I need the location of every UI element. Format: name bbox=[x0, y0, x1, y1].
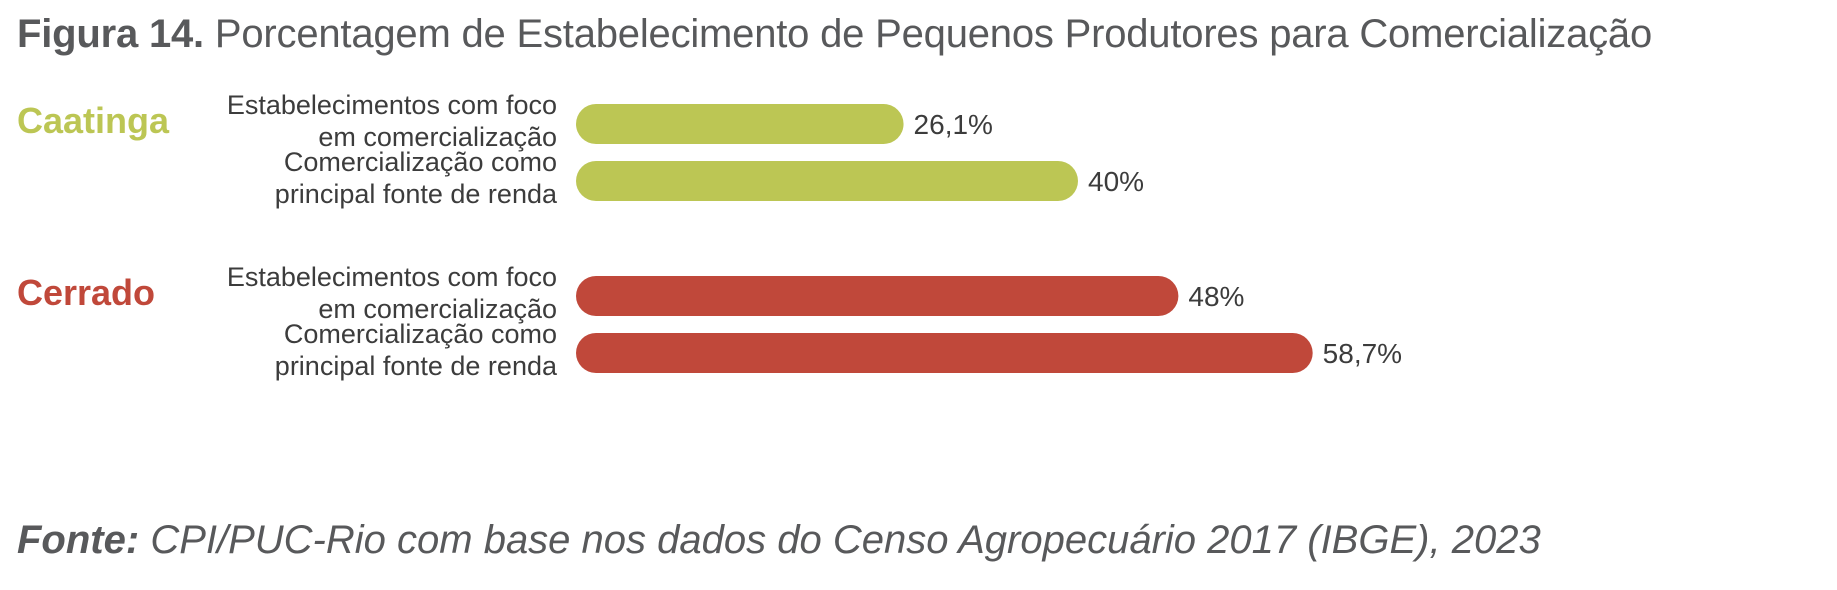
group-label: Caatinga bbox=[17, 100, 170, 141]
source-text: CPI/PUC-Rio com base nos dados do Censo … bbox=[150, 518, 1541, 562]
group-label: Cerrado bbox=[17, 272, 155, 313]
category-label: em comercialização bbox=[318, 122, 557, 152]
figure-title-text: Porcentagem de Estabelecimento de Pequen… bbox=[214, 12, 1653, 56]
category-label: principal fonte de renda bbox=[275, 351, 558, 381]
category-label: Comercialização como bbox=[284, 147, 557, 177]
category-label: Estabelecimentos com foco bbox=[227, 90, 557, 120]
source-label: Fonte: bbox=[17, 518, 140, 562]
data-label: 26,1% bbox=[914, 109, 993, 140]
source-note: Fonte: CPI/PUC-Rio com base nos dados do… bbox=[17, 518, 1541, 563]
figure-title: Figura 14. Porcentagem de Estabeleciment… bbox=[17, 12, 1652, 57]
category-label: Comercialização como bbox=[284, 319, 557, 349]
bar bbox=[576, 104, 904, 144]
category-label: em comercialização bbox=[318, 294, 557, 324]
bar bbox=[576, 276, 1179, 316]
bar bbox=[576, 333, 1313, 373]
bar bbox=[576, 161, 1078, 201]
category-label: principal fonte de renda bbox=[275, 179, 558, 209]
figure-number: Figura 14. bbox=[17, 12, 204, 56]
data-label: 40% bbox=[1088, 166, 1144, 197]
data-label: 48% bbox=[1188, 281, 1244, 312]
category-label: Estabelecimentos com foco bbox=[227, 262, 557, 292]
data-label: 58,7% bbox=[1323, 338, 1402, 369]
